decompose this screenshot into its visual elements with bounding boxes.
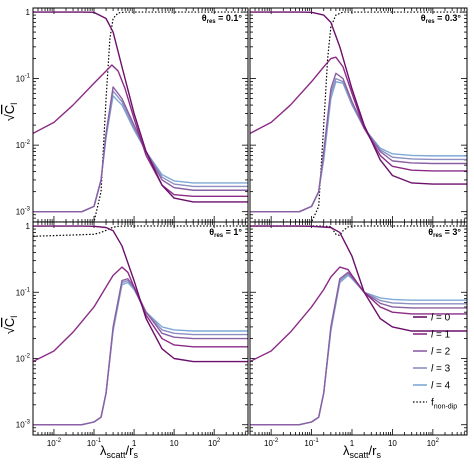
x-tick-label: 10 xyxy=(388,439,397,448)
x-tick-label: 10-2 xyxy=(264,438,279,448)
series-group xyxy=(250,225,467,426)
y-tick-label: 10-3 xyxy=(16,207,31,217)
x-tick-label: 10-1 xyxy=(304,438,319,448)
y-tick-label: 10-2 xyxy=(16,353,31,363)
panel-label: θres = 0.3° xyxy=(421,13,462,25)
panel-label: θres = 0.1° xyxy=(202,13,243,25)
x-axis-title: λscatt/rs xyxy=(343,443,381,460)
series-line-l-2 xyxy=(33,278,248,426)
series-line-l-0 xyxy=(33,11,248,203)
y-tick-label: 10-3 xyxy=(16,420,31,430)
series-line-l-4 xyxy=(250,80,467,213)
y-tick-label: 10-1 xyxy=(16,74,31,84)
series-line-l-0 xyxy=(250,225,467,332)
series-line-l-0 xyxy=(33,225,248,363)
series-line-f-non-dip xyxy=(250,11,467,222)
series-line-l-3 xyxy=(33,90,248,213)
y-tick-label: 10-2 xyxy=(16,140,31,150)
legend-label: l = 2 xyxy=(431,347,451,358)
y-tick-label: 10-1 xyxy=(16,287,31,297)
y-tick-label: 1 xyxy=(26,8,31,17)
x-tick-label: 10-1 xyxy=(87,438,102,448)
panel-label: θres = 1° xyxy=(209,227,242,239)
series-line-l-4 xyxy=(33,95,248,213)
legend: l = 0 l = 1 l = 2 l = 3 l = 4 fnon-dip xyxy=(413,313,457,411)
series-line-l-0 xyxy=(250,11,467,185)
series-line-f-non-dip xyxy=(33,225,248,237)
y-tick-label: 1 xyxy=(26,222,31,231)
panel-frame xyxy=(249,221,468,436)
series-line-l-3 xyxy=(250,77,467,213)
y-axis-title: √Cl xyxy=(2,316,19,335)
x-tick-label: 102 xyxy=(208,438,221,448)
x-tick-label: 102 xyxy=(427,438,440,448)
legend-label: l = 4 xyxy=(431,381,451,392)
panel-frame xyxy=(32,221,249,436)
legend-label: l = 1 xyxy=(431,330,451,341)
series-group xyxy=(250,11,467,222)
series-line-l-1 xyxy=(33,64,248,198)
panel-2: θres = 0.3° xyxy=(249,7,468,223)
panel-1: 10-3 10-2 10-1 1 θres = 0.1° xyxy=(16,7,249,223)
series-line-l-2 xyxy=(250,271,467,426)
legend-label: l = 3 xyxy=(431,364,451,375)
legend-label: l = 0 xyxy=(431,313,451,324)
legend-label: fnon-dip xyxy=(431,398,457,411)
series-line-l-1 xyxy=(250,266,467,363)
series-line-l-1 xyxy=(33,266,248,363)
x-axis-title: λscatt/rs xyxy=(100,443,138,460)
y-axis-title: √Cl xyxy=(2,103,19,122)
series-line-f-non-dip xyxy=(33,11,248,222)
series-line-l-2 xyxy=(33,86,248,213)
series-line-l-4 xyxy=(33,281,248,426)
panel-3: 10-2 10-1 1 10 102 10-3 10-2 10-1 1 θres = 1° xyxy=(16,221,249,448)
series-group xyxy=(33,225,248,426)
series-group xyxy=(33,11,248,222)
x-tick-label: 10 xyxy=(170,439,179,448)
x-tick-label: 1 xyxy=(350,439,355,448)
series-line-l-1 xyxy=(250,56,467,172)
x-tick-label: 10-2 xyxy=(47,438,62,448)
panel-4: 10-2 10-1 1 10 102 θres = 3° xyxy=(249,221,468,448)
series-line-l-2 xyxy=(250,72,467,213)
panel-label: θres = 3° xyxy=(428,227,461,239)
x-tick-label: 1 xyxy=(132,439,137,448)
